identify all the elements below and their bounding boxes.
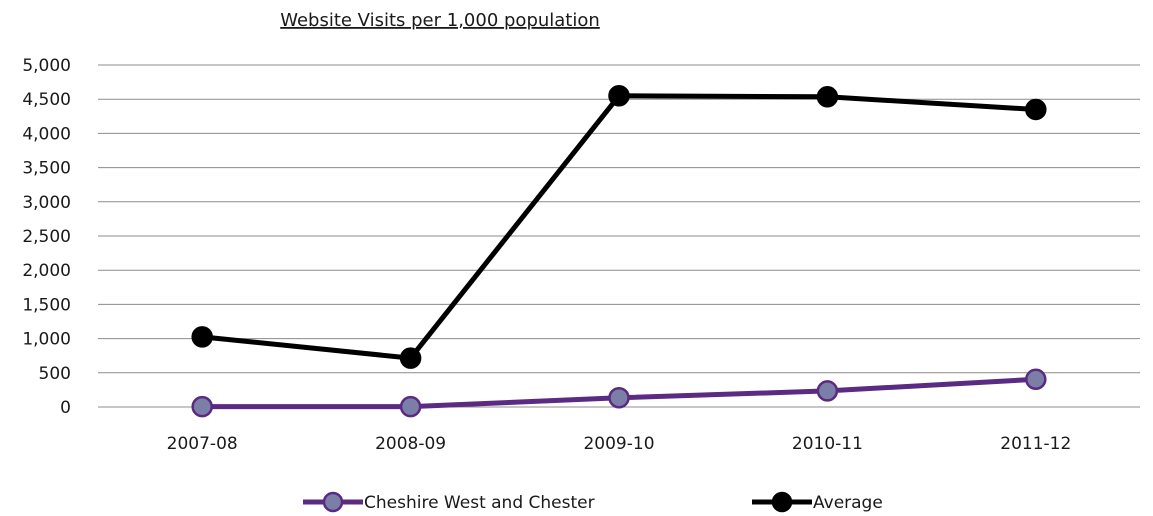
legend: Cheshire West and Chester Average — [303, 491, 883, 513]
data-point — [816, 86, 839, 108]
y-tick-label: 2,500 — [22, 227, 71, 247]
chart-title: Website Visits per 1,000 population — [280, 10, 600, 31]
data-point — [608, 85, 630, 107]
y-tick-label: 0 — [60, 398, 71, 418]
y-tick-label: 500 — [39, 364, 71, 384]
y-tick-label: 1,000 — [22, 330, 71, 350]
data-point — [1025, 98, 1047, 121]
x-tick-label: 2007-08 — [167, 434, 238, 454]
gridlines — [98, 64, 1140, 374]
y-tick-label: 3,000 — [22, 193, 71, 213]
x-tick-label: 2009-10 — [583, 434, 654, 454]
data-point — [191, 326, 213, 348]
y-tick-label: 3,500 — [22, 159, 71, 179]
series-group — [191, 85, 1047, 418]
data-point — [191, 395, 213, 418]
series-line — [201, 93, 1036, 361]
data-point — [399, 395, 422, 418]
legend-label: Average — [813, 493, 883, 513]
x-axis-tick-labels: 2007-08 2008-09 2009-10 2010-11 2011-12 — [167, 434, 1072, 454]
data-point — [816, 380, 839, 402]
data-point — [399, 347, 422, 369]
y-tick-label: 2,000 — [22, 261, 71, 281]
x-tick-label: 2010-11 — [792, 434, 863, 454]
y-tick-label: 1,500 — [22, 295, 71, 315]
legend-marker — [771, 491, 793, 513]
legend-label: Cheshire West and Chester — [364, 493, 595, 513]
y-axis-tick-labels: 0 500 1,000 1,500 2,000 2,500 3,000 3,500 4,000 4… — [22, 56, 71, 418]
y-tick-label: 5,000 — [22, 56, 71, 76]
data-point — [608, 387, 630, 409]
x-tick-label: 2011-12 — [1000, 434, 1071, 454]
legend-marker — [322, 491, 344, 513]
x-tick-label: 2008-09 — [375, 434, 446, 454]
y-tick-label: 4,000 — [22, 124, 71, 144]
y-tick-label: 4,500 — [22, 90, 71, 110]
data-point — [1025, 368, 1047, 391]
